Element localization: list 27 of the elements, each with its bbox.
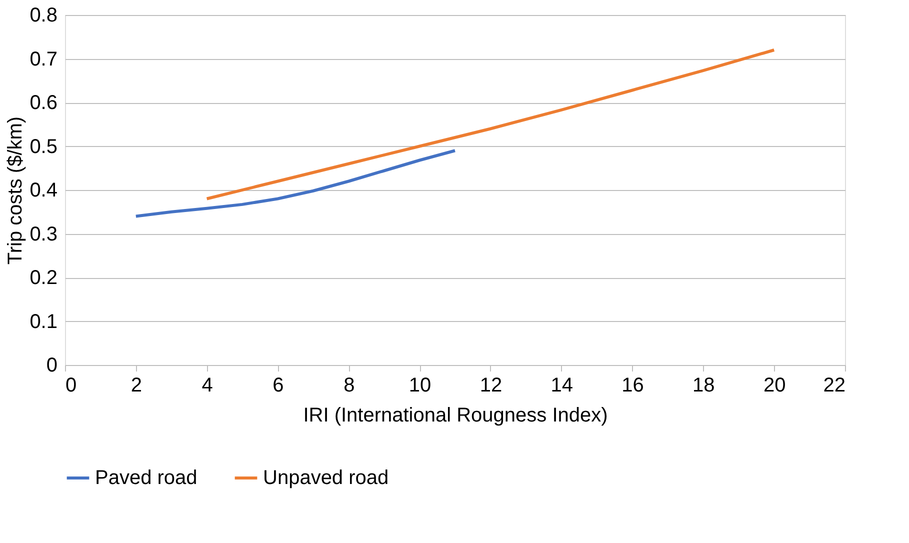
y-axis-title: Trip costs ($/km) bbox=[4, 116, 27, 265]
x-tick-label: 10 bbox=[408, 374, 432, 396]
y-tick-label: 0.8 bbox=[30, 4, 58, 26]
x-tick-label: 18 bbox=[692, 374, 715, 396]
legend-label: Unpaved road bbox=[263, 467, 389, 489]
y-tick-label: 0.4 bbox=[30, 180, 58, 202]
x-tick-label: 20 bbox=[763, 374, 786, 396]
x-tick-label: 4 bbox=[202, 374, 213, 396]
y-tick-label: 0.5 bbox=[30, 136, 58, 158]
x-tick-label: 8 bbox=[344, 374, 355, 396]
y-tick-label: 0.2 bbox=[30, 267, 58, 289]
x-tick-label: 6 bbox=[272, 374, 284, 396]
y-tick-label: 0.1 bbox=[30, 310, 58, 333]
x-axis-title: IRI (International Rougness Index) bbox=[303, 404, 608, 426]
x-tick-label: 14 bbox=[550, 374, 573, 396]
y-tick-label: 0 bbox=[46, 354, 58, 376]
y-tick-label: 0.7 bbox=[30, 48, 58, 70]
x-tick-label: 22 bbox=[823, 374, 846, 396]
y-tick-label: 0.6 bbox=[30, 92, 58, 114]
legend-label: Paved road bbox=[95, 467, 198, 489]
x-tick-label: 12 bbox=[480, 374, 502, 396]
line-series bbox=[134, 149, 456, 218]
y-tick-label: 0.3 bbox=[30, 223, 58, 246]
x-tick-label: 2 bbox=[130, 374, 142, 396]
x-tick-label: 0 bbox=[66, 374, 77, 396]
x-tick-label: 16 bbox=[622, 374, 644, 396]
line-series bbox=[205, 48, 776, 200]
